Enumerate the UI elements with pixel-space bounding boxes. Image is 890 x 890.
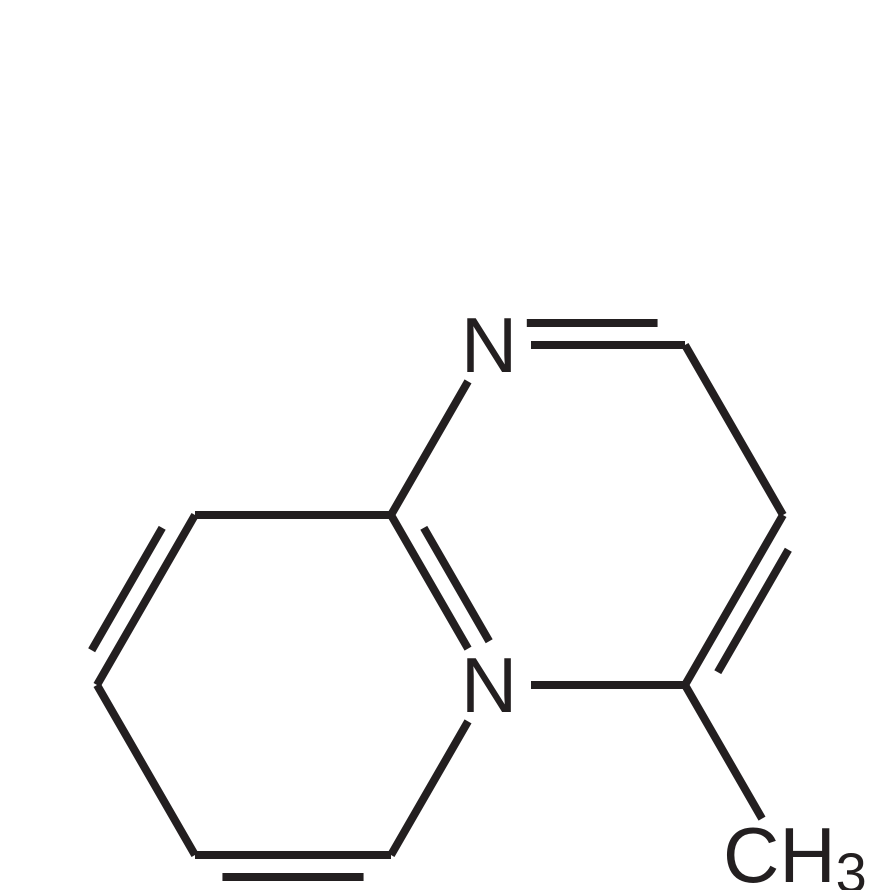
molecule-diagram: N N CH3 bbox=[0, 0, 890, 890]
atom-label-ch3: CH3 bbox=[723, 811, 867, 890]
atom-label-n4: N bbox=[461, 641, 517, 729]
atom-label-n7: N bbox=[461, 301, 517, 389]
